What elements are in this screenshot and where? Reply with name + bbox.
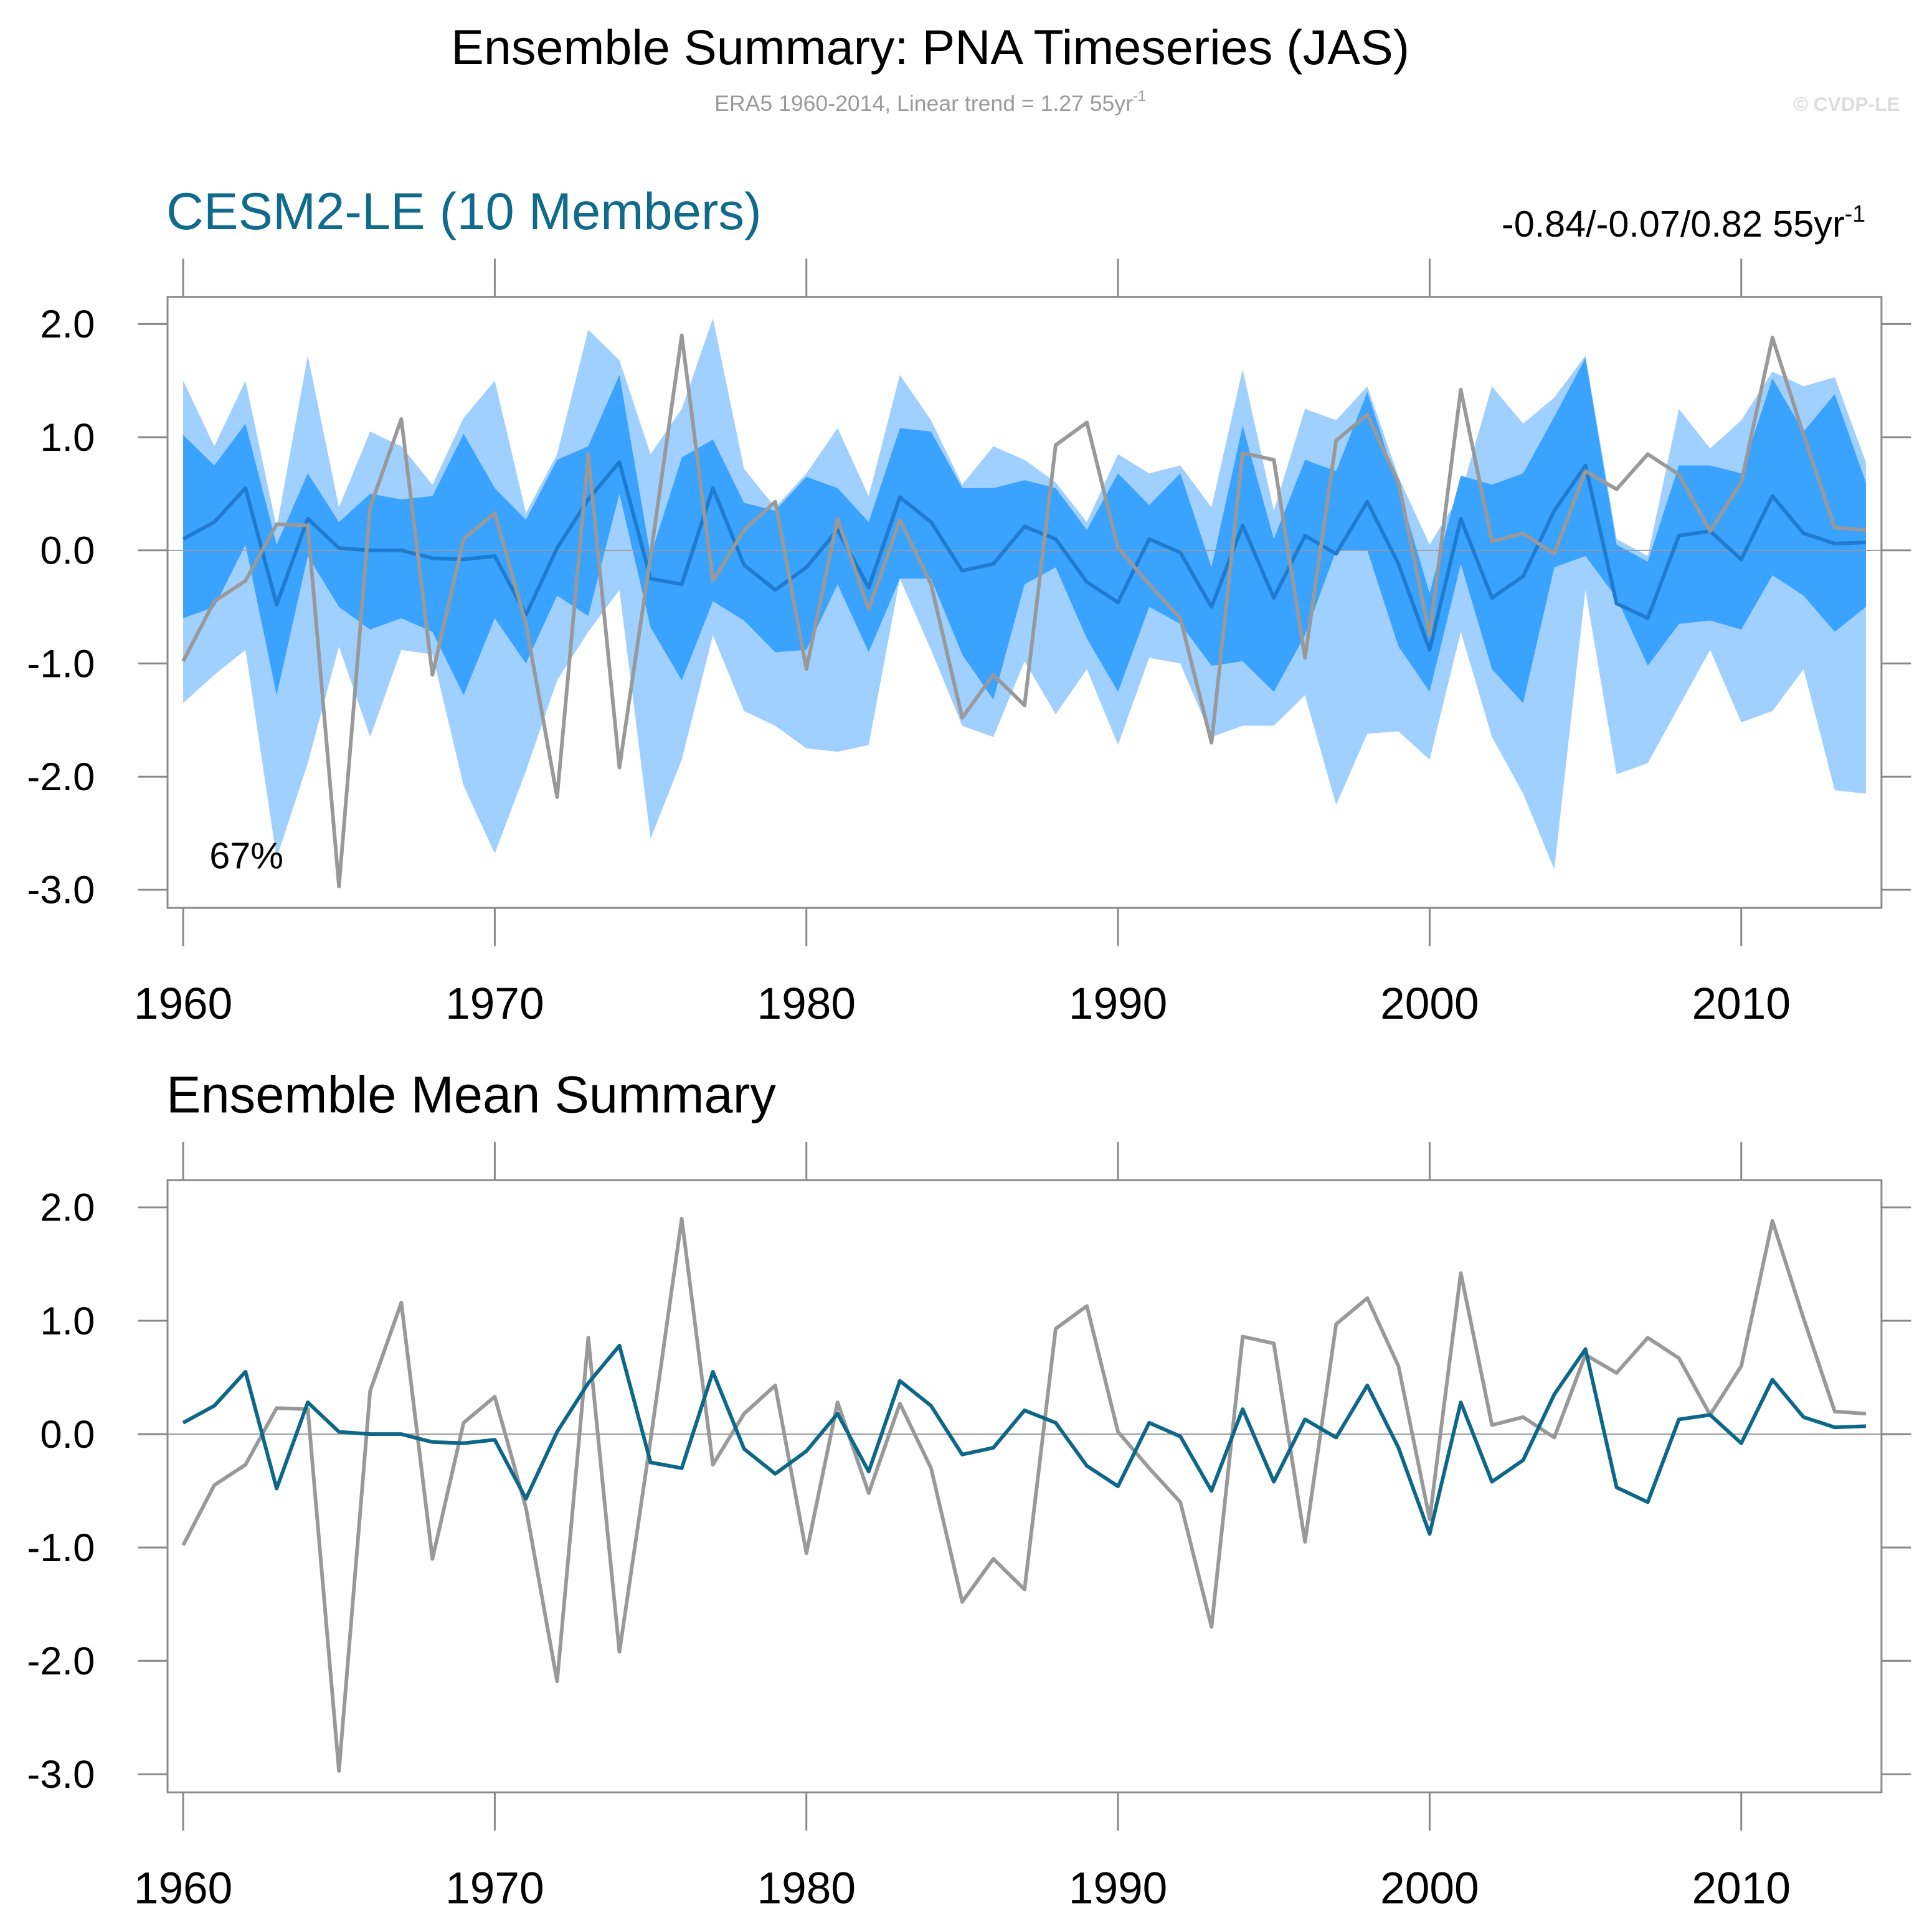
panel-annotation-right: -0.84/-0.07/0.82 55yr-1 bbox=[1502, 201, 1865, 245]
subtitle-superscript: -1 bbox=[1133, 88, 1146, 105]
series-line bbox=[182, 460, 1866, 652]
x-tick-label: 2010 bbox=[1692, 1864, 1791, 1914]
panel-title: CESM2-LE (10 Members) bbox=[166, 182, 762, 240]
x-tick-label: 2000 bbox=[1380, 980, 1479, 1029]
x-tick-label: 1990 bbox=[1069, 980, 1167, 1029]
panel-annotation: 67% bbox=[209, 835, 283, 877]
y-tick-label: -2.0 bbox=[27, 1640, 95, 1683]
series-line bbox=[181, 333, 1867, 889]
series-line bbox=[182, 1344, 1866, 1536]
y-tick-label: 1.0 bbox=[40, 1300, 95, 1343]
y-tick-label: -3.0 bbox=[27, 869, 95, 912]
panel: Ensemble Mean Summary -3.0 -2.0 -1.0 0.0 1.0 2… bbox=[27, 1065, 1911, 1914]
plot-frame bbox=[166, 296, 1883, 909]
y-tick-label: -1.0 bbox=[27, 642, 95, 686]
annotation-superscript: -1 bbox=[1845, 201, 1865, 227]
x-tick-label: 1990 bbox=[1069, 1864, 1167, 1914]
x-tick-label: 1970 bbox=[445, 1864, 544, 1914]
figure-subtitle: ERA5 1960-2014, Linear trend = 1.27 55yr… bbox=[714, 88, 1146, 116]
y-tick-label: 0.0 bbox=[40, 529, 95, 573]
x-tick-label: 1960 bbox=[134, 1864, 232, 1914]
watermark: © CVDP-LE bbox=[1794, 93, 1900, 115]
x-tick-label: 1960 bbox=[134, 980, 232, 1029]
subtitle-text: ERA5 1960-2014, Linear trend = 1.27 55yr bbox=[714, 91, 1133, 116]
y-tick-label: 2.0 bbox=[40, 1186, 95, 1230]
x-tick-label: 1970 bbox=[445, 980, 544, 1029]
spread-band bbox=[183, 357, 1866, 704]
y-tick-label: 0.0 bbox=[40, 1413, 95, 1456]
panel-title: Ensemble Mean Summary bbox=[166, 1065, 776, 1123]
x-tick-label: 1980 bbox=[757, 1864, 856, 1914]
figure-title: Ensemble Summary: PNA Timeseries (JAS) bbox=[451, 19, 1409, 75]
panel: CESM2-LE (10 Members) -0.84/-0.07/0.82 55… bbox=[27, 182, 1911, 1029]
y-tick-label: 2.0 bbox=[40, 303, 95, 346]
x-tick-label: 2010 bbox=[1692, 980, 1791, 1029]
x-tick-label: 2000 bbox=[1380, 1864, 1479, 1914]
y-tick-label: -2.0 bbox=[27, 755, 95, 799]
annotation-text: -0.84/-0.07/0.82 55yr bbox=[1502, 203, 1845, 245]
y-tick-label: -1.0 bbox=[27, 1526, 95, 1570]
plot-frame bbox=[166, 1179, 1883, 1793]
y-tick-label: 1.0 bbox=[40, 416, 95, 460]
x-tick-label: 1980 bbox=[757, 980, 856, 1029]
y-tick-label: -3.0 bbox=[27, 1753, 95, 1796]
